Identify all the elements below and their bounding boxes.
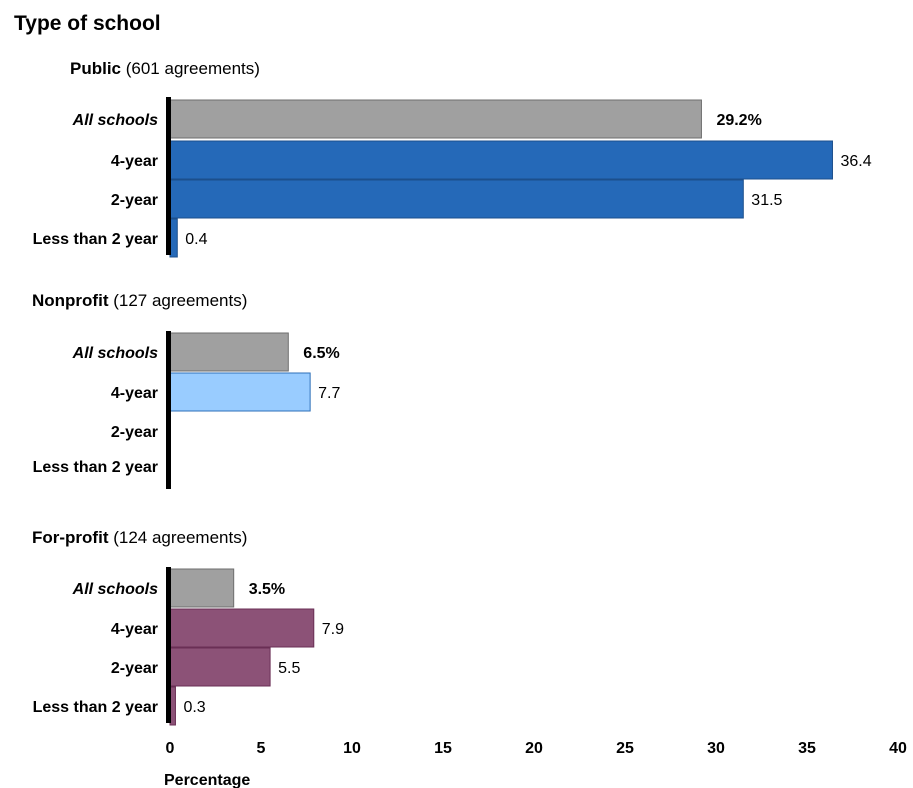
bar	[169, 332, 289, 372]
x-tick-label: 15	[434, 740, 452, 757]
x-tick-label: 40	[889, 740, 907, 757]
category-label: Less than 2 year	[33, 699, 158, 716]
category-label: Less than 2 year	[33, 459, 158, 476]
group-count: (124 agreements)	[108, 528, 247, 547]
x-tick-label: 5	[257, 740, 266, 757]
category-axis-line	[166, 97, 171, 255]
group-header: For-profit (124 agreements)	[32, 528, 247, 547]
group-count: (127 agreements)	[108, 291, 247, 310]
category-axis-line	[166, 331, 171, 489]
group-name: Public	[70, 59, 121, 78]
x-tick-label: 35	[798, 740, 816, 757]
category-axis-line	[166, 567, 171, 723]
bar	[169, 608, 315, 648]
bar	[169, 647, 271, 687]
data-label: 5.5	[278, 660, 300, 677]
data-label: 6.5%	[303, 345, 339, 362]
category-label: 4-year	[111, 385, 158, 402]
data-label: 7.7	[318, 385, 340, 402]
group-header: Public (601 agreements)	[70, 59, 260, 78]
x-tick-label: 10	[343, 740, 361, 757]
x-axis-label: Percentage	[164, 772, 250, 788]
data-label: 0.3	[183, 699, 205, 716]
group-1: Nonprofit (127 agreements) All schools 6.5…	[32, 291, 340, 489]
bar	[169, 372, 311, 412]
group-0: Public (601 agreements) All schools 29.2% 4…	[33, 59, 872, 258]
category-label: 4-year	[111, 153, 158, 170]
category-label: 2-year	[111, 660, 158, 677]
category-label: 2-year	[111, 424, 158, 441]
category-label: All schools	[72, 581, 158, 598]
group-header: Nonprofit (127 agreements)	[32, 291, 247, 310]
category-label: 2-year	[111, 192, 158, 209]
bar	[169, 218, 178, 258]
group-name: For-profit	[32, 528, 109, 547]
chart-title: Type of school	[14, 12, 161, 35]
data-label: 7.9	[322, 621, 344, 638]
x-tick-label: 30	[707, 740, 725, 757]
x-tick-label: 0	[166, 740, 175, 757]
group-2: For-profit (124 agreements) All schools 3.…	[32, 528, 344, 726]
group-count: (601 agreements)	[121, 59, 260, 78]
data-label: 31.5	[751, 192, 782, 209]
category-label: Less than 2 year	[33, 231, 158, 248]
category-label: All schools	[72, 112, 158, 129]
bar	[169, 179, 744, 219]
category-label: 4-year	[111, 621, 158, 638]
bar	[169, 140, 833, 180]
x-tick-label: 25	[616, 740, 634, 757]
bar	[169, 568, 235, 608]
bar	[169, 99, 702, 139]
category-label: All schools	[72, 345, 158, 362]
data-label: 0.4	[185, 231, 207, 248]
data-label: 36.4	[840, 153, 871, 170]
group-name: Nonprofit	[32, 291, 109, 310]
data-label: 29.2%	[716, 112, 761, 129]
x-tick-label: 20	[525, 740, 543, 757]
data-label: 3.5%	[249, 581, 285, 598]
